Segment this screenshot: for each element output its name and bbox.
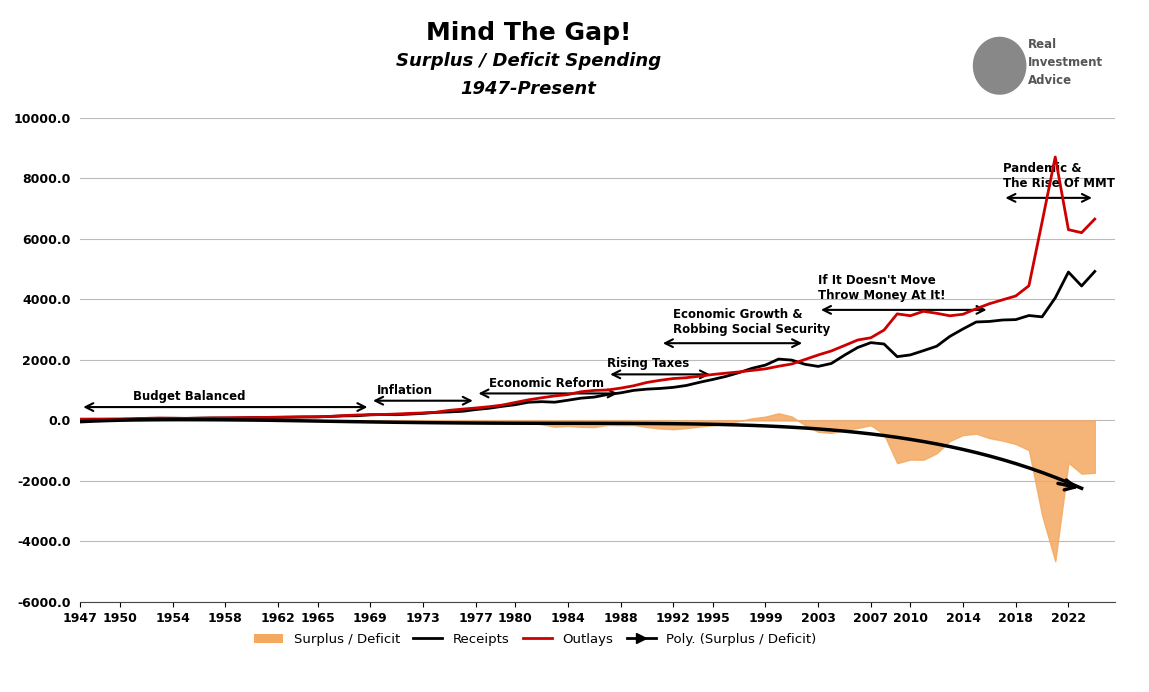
Text: Inflation: Inflation [377, 384, 433, 397]
Text: Surplus / Deficit Spending: Surplus / Deficit Spending [396, 52, 661, 70]
Text: Economic Growth &
Robbing Social Security: Economic Growth & Robbing Social Securit… [673, 308, 831, 336]
Text: Real
Investment
Advice: Real Investment Advice [1028, 38, 1103, 87]
Legend: Surplus / Deficit, Receipts, Outlays, Poly. (Surplus / Deficit): Surplus / Deficit, Receipts, Outlays, Po… [249, 628, 822, 651]
Text: Pandemic &
The Rise Of MMT: Pandemic & The Rise Of MMT [1003, 163, 1115, 190]
Text: Rising Taxes: Rising Taxes [608, 358, 689, 370]
Text: 1947-Present: 1947-Present [461, 80, 596, 98]
Text: If It Doesn't Move
Throw Money At It!: If It Doesn't Move Throw Money At It! [818, 274, 946, 302]
Polygon shape [973, 37, 1026, 94]
Text: Mind The Gap!: Mind The Gap! [426, 21, 631, 45]
Text: Economic Reform: Economic Reform [488, 376, 604, 390]
Text: Budget Balanced: Budget Balanced [133, 390, 246, 403]
